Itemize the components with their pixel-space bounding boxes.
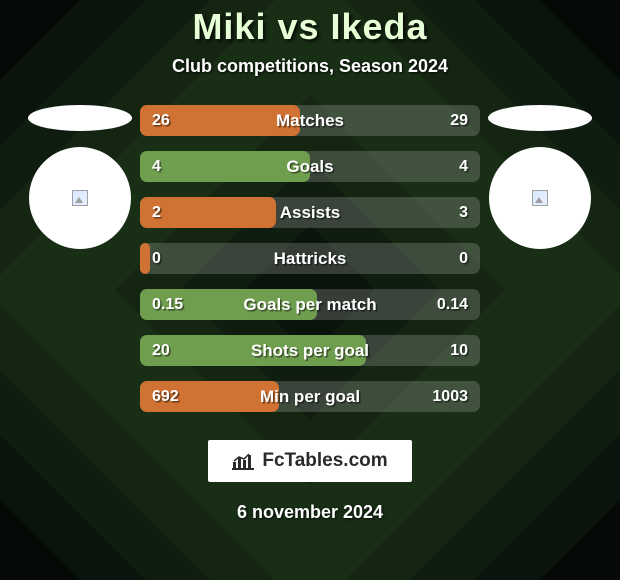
brand-text: FcTables.com <box>262 450 387 472</box>
stats-area: 26Matches29 4Goals4 2Assists3 0Hattricks0 0.… <box>0 105 620 412</box>
content-wrapper: Miki vs Ikeda Club competitions, Season … <box>0 0 620 580</box>
stat-right-value: 0.14 <box>437 289 468 320</box>
stat-bar: 4Goals4 <box>140 151 480 182</box>
stat-label: Hattricks <box>140 243 480 274</box>
stat-bar: 2Assists3 <box>140 197 480 228</box>
stat-label: Goals <box>140 151 480 182</box>
page-title: Miki vs Ikeda <box>192 6 427 48</box>
stat-right-value: 0 <box>459 243 468 274</box>
left-flat-ellipse <box>28 105 132 131</box>
stat-label: Min per goal <box>140 381 480 412</box>
stat-label: Matches <box>140 105 480 136</box>
stat-bars: 26Matches29 4Goals4 2Assists3 0Hattricks0 0.… <box>140 105 480 412</box>
stat-right-value: 10 <box>450 335 468 366</box>
right-avatar-circle <box>489 147 591 249</box>
stat-label: Assists <box>140 197 480 228</box>
stat-label: Shots per goal <box>140 335 480 366</box>
brand-box: FcTables.com <box>208 440 411 482</box>
stat-label: Goals per match <box>140 289 480 320</box>
brand-chart-icon <box>232 452 254 470</box>
stat-bar: 0.15Goals per match0.14 <box>140 289 480 320</box>
left-avatar-placeholder-icon <box>72 190 88 206</box>
stat-right-value: 1003 <box>432 381 468 412</box>
right-avatar-placeholder-icon <box>532 190 548 206</box>
right-flat-ellipse <box>488 105 592 131</box>
left-avatar-circle <box>29 147 131 249</box>
date-text: 6 november 2024 <box>237 502 383 523</box>
right-player-column <box>480 105 600 412</box>
stat-bar: 0Hattricks0 <box>140 243 480 274</box>
stat-right-value: 4 <box>459 151 468 182</box>
stat-bar: 26Matches29 <box>140 105 480 136</box>
left-player-column <box>20 105 140 412</box>
stat-right-value: 3 <box>459 197 468 228</box>
stat-bar: 20Shots per goal10 <box>140 335 480 366</box>
stat-bar: 692Min per goal1003 <box>140 381 480 412</box>
stat-right-value: 29 <box>450 105 468 136</box>
page-subtitle: Club competitions, Season 2024 <box>172 56 448 77</box>
